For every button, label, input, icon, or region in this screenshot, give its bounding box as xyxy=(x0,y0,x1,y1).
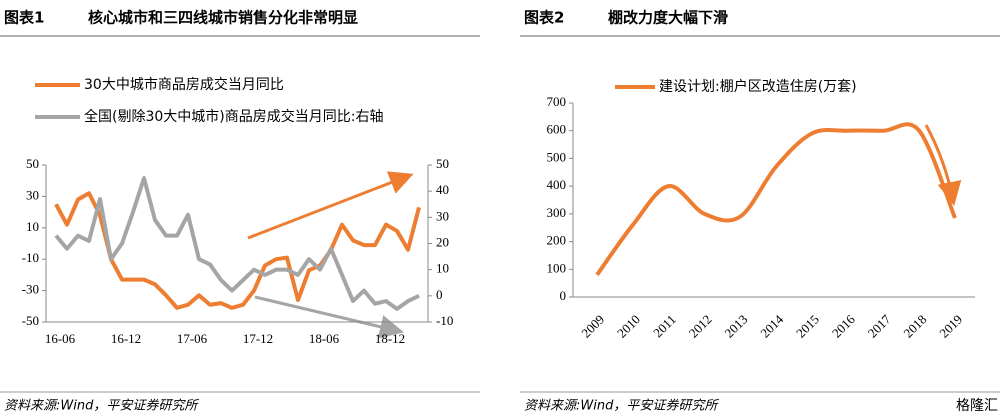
x-tick-label: 16-06 xyxy=(45,331,76,346)
y-tick-label: 600 xyxy=(547,122,567,137)
y-tick-label: -50 xyxy=(22,313,39,328)
series-line xyxy=(54,176,420,311)
y-tick-label: 100 xyxy=(547,260,567,275)
x-tick-label: 2018 xyxy=(900,312,929,341)
x-tick-label: 2009 xyxy=(578,312,607,341)
y-tick-label: 200 xyxy=(547,233,567,248)
x-tick-label: 16-12 xyxy=(111,331,141,346)
y2-tick-label: 10 xyxy=(436,261,449,276)
y-tick-label: 400 xyxy=(547,177,567,192)
x-tick-label: 17-06 xyxy=(177,331,208,346)
y-tick-label: 10 xyxy=(26,219,39,234)
source: 资料来源:Wind，平安证券研究所 xyxy=(524,398,719,414)
x-tick-label: 2013 xyxy=(721,312,750,341)
x-tick-label: 2019 xyxy=(936,312,965,341)
y2-tick-label: 30 xyxy=(436,208,449,223)
series-line xyxy=(54,191,421,310)
chart-title: 棚改力度大幅下滑 xyxy=(608,9,728,27)
x-tick-label: 2010 xyxy=(614,312,643,341)
y-tick-label: 50 xyxy=(26,156,39,171)
chart-label: 图表2 xyxy=(524,9,564,27)
y2-tick-label: 20 xyxy=(436,234,449,249)
legend-label: 全国(剔除30大中城市)商品房成交当月同比:右轴 xyxy=(84,108,383,125)
y-tick-label: 0 xyxy=(560,288,567,303)
x-tick-label: 2016 xyxy=(829,311,858,340)
y-tick-label: 500 xyxy=(547,149,567,164)
trend-arrow xyxy=(254,295,404,339)
y-tick-label: 700 xyxy=(547,94,567,109)
x-tick-label: 2017 xyxy=(865,311,894,340)
y2-tick-label: 50 xyxy=(436,156,449,171)
y-tick-label: 300 xyxy=(547,205,567,220)
x-tick-label: 2012 xyxy=(686,312,715,341)
legend-label: 建设计划:棚户区改造住房(万套) xyxy=(659,78,857,95)
chart-label: 图表1 xyxy=(4,9,44,27)
y-tick-label: -30 xyxy=(22,282,39,297)
source: 资料来源:Wind，平安证券研究所 xyxy=(4,398,199,414)
y-tick-label: 30 xyxy=(26,187,39,202)
x-tick-label: 18-12 xyxy=(375,331,405,346)
chart-title: 核心城市和三四线城市销售分化非常明显 xyxy=(88,9,358,27)
x-tick-label: 2011 xyxy=(650,312,679,341)
y2-tick-label: 0 xyxy=(436,287,443,302)
y2-tick-label: -10 xyxy=(436,313,453,328)
x-tick-label: 2014 xyxy=(757,311,786,340)
legend-label: 30大中城市商品房成交当月同比 xyxy=(84,76,284,93)
watermark: 格隆汇 xyxy=(956,398,998,414)
trend-arrow xyxy=(247,171,414,240)
x-tick-label: 17-12 xyxy=(243,331,273,346)
y2-tick-label: 40 xyxy=(436,182,449,197)
y-tick-label: -10 xyxy=(22,250,39,265)
trend-arrow xyxy=(924,124,962,206)
x-tick-label: 2015 xyxy=(793,312,822,341)
series-line xyxy=(595,122,957,276)
x-tick-label: 18-06 xyxy=(309,331,340,346)
